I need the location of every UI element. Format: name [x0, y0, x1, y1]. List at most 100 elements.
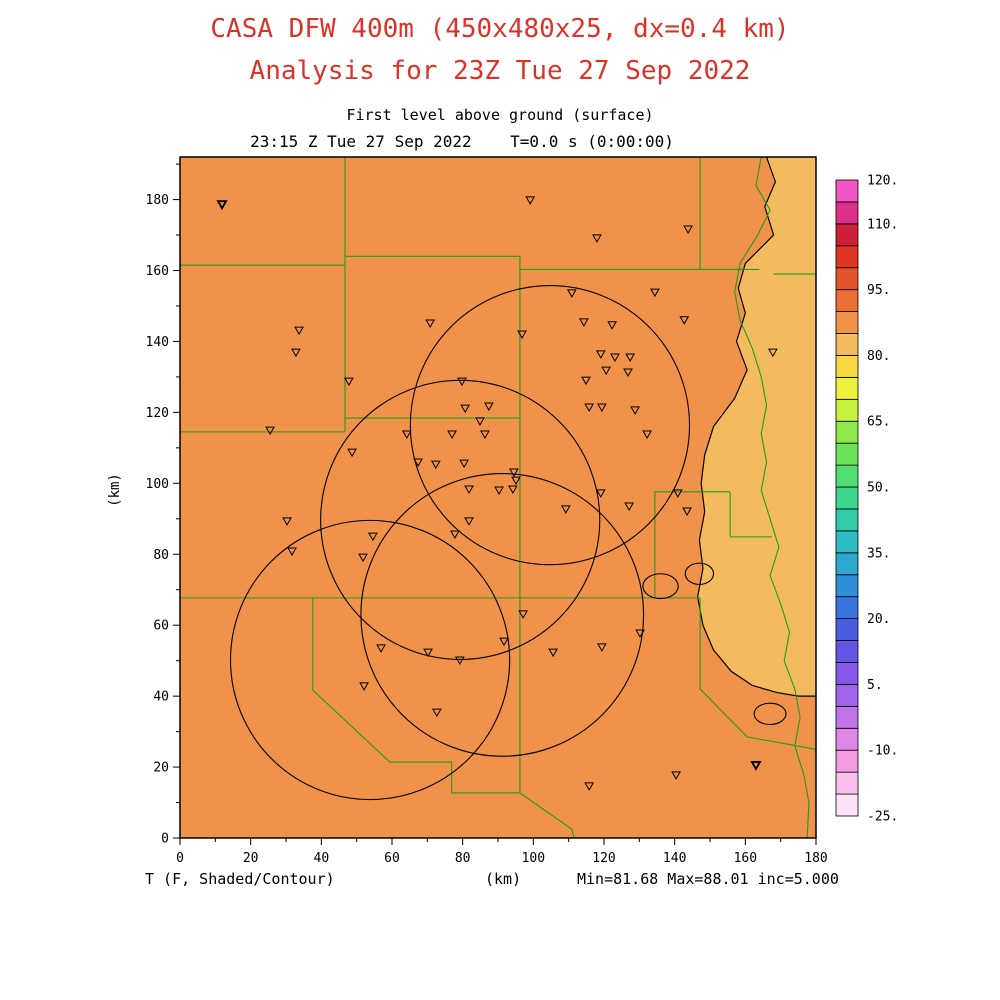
station-marker — [483, 402, 494, 411]
colorbar-segment — [835, 684, 859, 707]
colorbar-label: 80. — [867, 349, 890, 364]
station-marker — [623, 368, 633, 377]
colorbar-segment — [835, 442, 859, 466]
x-tick-label: 80 — [455, 851, 471, 866]
y-tick-label: 100 — [146, 477, 169, 492]
station-marker — [457, 377, 467, 387]
station-marker — [507, 485, 518, 494]
station-marker — [432, 708, 442, 718]
colorbar-segment — [835, 596, 859, 620]
colorbar-segment — [835, 420, 859, 444]
colorbar-segment — [835, 223, 859, 247]
colorbar-segment — [835, 574, 859, 598]
x-tick-label: 100 — [522, 851, 545, 866]
colorbar-segment — [835, 618, 859, 641]
station-marker — [595, 350, 606, 359]
station-marker — [423, 648, 433, 658]
colorbar-segment — [835, 267, 859, 291]
colorbar-segment — [835, 727, 859, 751]
colorbar-segment — [835, 311, 859, 334]
station-marker — [525, 196, 536, 205]
station-marker — [359, 682, 369, 691]
colorbar-label: 120. — [867, 174, 898, 189]
station-marker — [282, 517, 292, 526]
station-marker — [401, 430, 412, 440]
station-marker — [459, 459, 469, 469]
county-boundary — [345, 255, 701, 270]
station-marker — [635, 629, 645, 638]
station-marker — [216, 200, 228, 211]
station-marker — [581, 376, 591, 386]
station-marker — [750, 760, 762, 771]
station-marker — [494, 486, 504, 496]
colorbar-label: -10. — [867, 744, 898, 759]
station-marker — [413, 458, 424, 468]
x-tick-label: 160 — [734, 851, 757, 866]
colorbar-segment — [835, 464, 859, 488]
colorbar-svg: 120. 110. 95. 80. 65. 50. 35. 20. 5. -10. -25. — [835, 174, 898, 825]
station-marker — [294, 326, 304, 336]
colorbar-label: 110. — [867, 217, 898, 232]
footer-x-axis-units: (km) — [485, 870, 522, 888]
colorbar-segment — [835, 486, 859, 510]
station-marker — [425, 319, 436, 329]
figure-subtitle: Analysis for 23Z Tue 27 Sep 2022 — [249, 56, 751, 86]
county-boundary — [312, 597, 575, 838]
station-marker — [683, 225, 693, 235]
station-marker — [592, 234, 602, 243]
temperature-contour — [753, 702, 787, 726]
y-tick-label: 120 — [146, 406, 169, 421]
station-marker — [475, 417, 485, 426]
y-tick-label: 140 — [146, 335, 169, 350]
station-marker — [642, 430, 652, 440]
colorbar-segment — [835, 201, 859, 225]
station-marker — [630, 406, 640, 415]
temperature-contour — [642, 573, 679, 600]
radar-range-circle — [320, 379, 601, 660]
station-marker — [518, 610, 528, 619]
temperature-contour — [697, 157, 816, 697]
x-tick-label: 140 — [663, 851, 686, 866]
station-marker — [291, 348, 301, 358]
station-marker — [287, 547, 297, 557]
colorbar-label: 95. — [867, 283, 890, 298]
station-marker — [454, 656, 465, 665]
colorbar-label: 5. — [867, 678, 883, 693]
colorbar-segment — [835, 376, 859, 400]
station-marker — [584, 782, 595, 791]
station-marker — [376, 644, 386, 653]
station-marker — [595, 489, 606, 498]
county-boundary — [699, 597, 816, 750]
colorbar-label: 20. — [867, 612, 890, 627]
colorbar-segment — [835, 793, 859, 817]
county-boundary — [734, 157, 810, 838]
y-axis-title: (km) — [107, 473, 123, 507]
station-marker — [447, 430, 457, 440]
colorbar-segment — [835, 179, 859, 203]
colorbar-segment — [835, 508, 859, 532]
station-marker — [650, 288, 660, 298]
station-marker — [607, 321, 617, 330]
station-marker — [625, 353, 636, 363]
colorbar-label: 65. — [867, 415, 890, 430]
radar-range-circle — [409, 285, 691, 566]
colorbar-segment — [835, 245, 859, 269]
station-marker — [460, 404, 471, 414]
station-marker — [450, 530, 460, 540]
y-tick-label: 60 — [153, 619, 169, 634]
station-marker — [344, 377, 354, 387]
y-tick-label: 180 — [146, 193, 169, 208]
colorbar-segment — [835, 771, 859, 795]
colorbar-segment — [835, 530, 859, 554]
station-marker — [511, 476, 521, 486]
time-label: 23:15 Z Tue 27 Sep 2022 T=0.0 s (0:00:00… — [250, 132, 674, 151]
station-marker — [671, 771, 681, 780]
station-marker — [358, 553, 368, 563]
colorbar-segment — [835, 552, 859, 576]
station-marker — [584, 403, 595, 413]
x-tick-label: 40 — [314, 851, 330, 866]
y-tick-label: 80 — [153, 548, 169, 563]
station-marker — [347, 448, 357, 458]
temperature-contour — [684, 562, 715, 585]
